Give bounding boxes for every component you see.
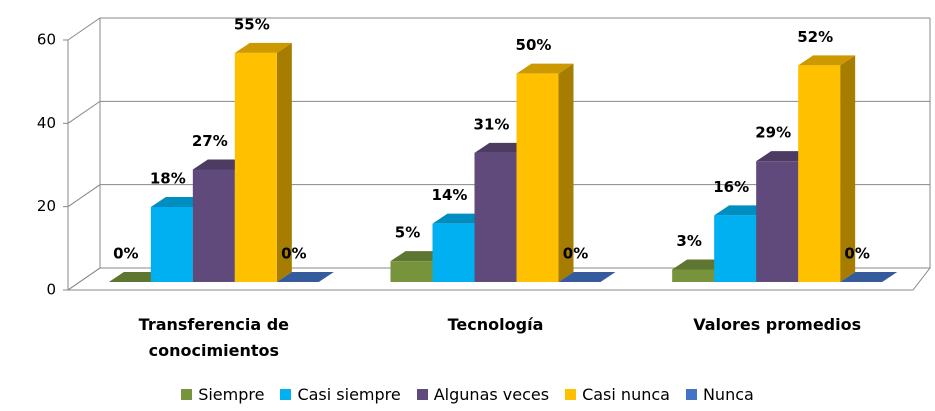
legend-label: Siempre bbox=[198, 385, 265, 404]
x-tick-label: Valores promedios bbox=[693, 315, 862, 334]
data-label: 0% bbox=[563, 245, 588, 263]
data-label: 52% bbox=[797, 28, 833, 46]
y-tick-label: 40 bbox=[37, 114, 56, 132]
legend-item: Casi siempre bbox=[280, 385, 401, 404]
bar-top bbox=[516, 63, 574, 74]
bar bbox=[558, 272, 616, 282]
bar-front bbox=[714, 215, 757, 282]
data-label: 18% bbox=[150, 170, 186, 188]
data-label: 50% bbox=[516, 36, 552, 54]
x-tick-label: Transferencia de conocimientos bbox=[138, 315, 289, 360]
bar-front bbox=[798, 65, 841, 282]
bar-front bbox=[234, 52, 277, 283]
data-label: 31% bbox=[474, 115, 510, 133]
data-label: 5% bbox=[395, 224, 420, 242]
legend-swatch bbox=[181, 389, 193, 400]
data-label: 0% bbox=[281, 245, 306, 263]
legend-swatch bbox=[685, 389, 697, 400]
bar-side bbox=[840, 55, 856, 283]
legend-swatch bbox=[416, 389, 428, 400]
grid-line bbox=[67, 100, 930, 124]
legend-item: Casi nunca bbox=[565, 385, 670, 404]
bar-front bbox=[672, 269, 715, 282]
bar-front bbox=[516, 73, 559, 283]
bar-top bbox=[558, 272, 616, 282]
x-tick-label: Tecnología bbox=[447, 315, 544, 334]
bar-side bbox=[558, 63, 574, 282]
grid-line bbox=[67, 267, 930, 291]
legend-label: Nunca bbox=[702, 385, 754, 404]
bar-top bbox=[276, 272, 334, 282]
bar bbox=[516, 63, 574, 283]
bar-front bbox=[390, 261, 433, 282]
legend-swatch bbox=[280, 389, 292, 400]
bar bbox=[798, 55, 856, 283]
bar-front bbox=[192, 169, 235, 282]
bar bbox=[840, 272, 898, 282]
legend-item: Algunas veces bbox=[416, 385, 550, 404]
bar-top bbox=[798, 55, 856, 66]
legend: Siempre Casi siempre Algunas veces Casi nun… bbox=[0, 385, 935, 404]
legend-item: Nunca bbox=[685, 385, 754, 404]
data-label: 55% bbox=[234, 15, 270, 33]
legend-swatch bbox=[565, 389, 577, 400]
data-label: 29% bbox=[755, 124, 791, 142]
legend-item: Siempre bbox=[181, 385, 264, 404]
y-tick-label: 60 bbox=[37, 31, 56, 49]
data-label: 0% bbox=[113, 245, 138, 263]
grid-line bbox=[67, 184, 930, 208]
bar-top bbox=[234, 42, 292, 53]
bar-top bbox=[840, 272, 898, 282]
bar-front bbox=[432, 223, 475, 282]
bar-side bbox=[276, 42, 292, 283]
bar-front bbox=[150, 207, 193, 282]
data-label: 27% bbox=[192, 132, 228, 150]
data-label: 0% bbox=[844, 245, 869, 263]
bar-front bbox=[756, 161, 799, 282]
y-tick-label: 0 bbox=[46, 281, 56, 299]
bar-front bbox=[474, 152, 517, 282]
bar bbox=[276, 272, 334, 282]
legend-label: Casi nunca bbox=[582, 385, 670, 404]
y-tick-label: 20 bbox=[37, 197, 56, 215]
legend-label: Casi siempre bbox=[297, 385, 401, 404]
data-label: 14% bbox=[432, 186, 468, 204]
data-label: 16% bbox=[713, 178, 749, 196]
data-label: 3% bbox=[676, 232, 701, 250]
legend-label: Algunas veces bbox=[433, 385, 550, 404]
bar bbox=[234, 42, 292, 283]
grid-line bbox=[67, 17, 930, 41]
